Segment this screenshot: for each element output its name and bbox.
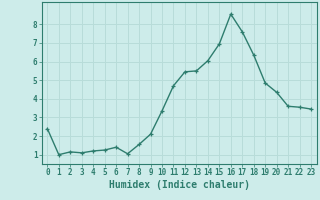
X-axis label: Humidex (Indice chaleur): Humidex (Indice chaleur): [109, 180, 250, 190]
